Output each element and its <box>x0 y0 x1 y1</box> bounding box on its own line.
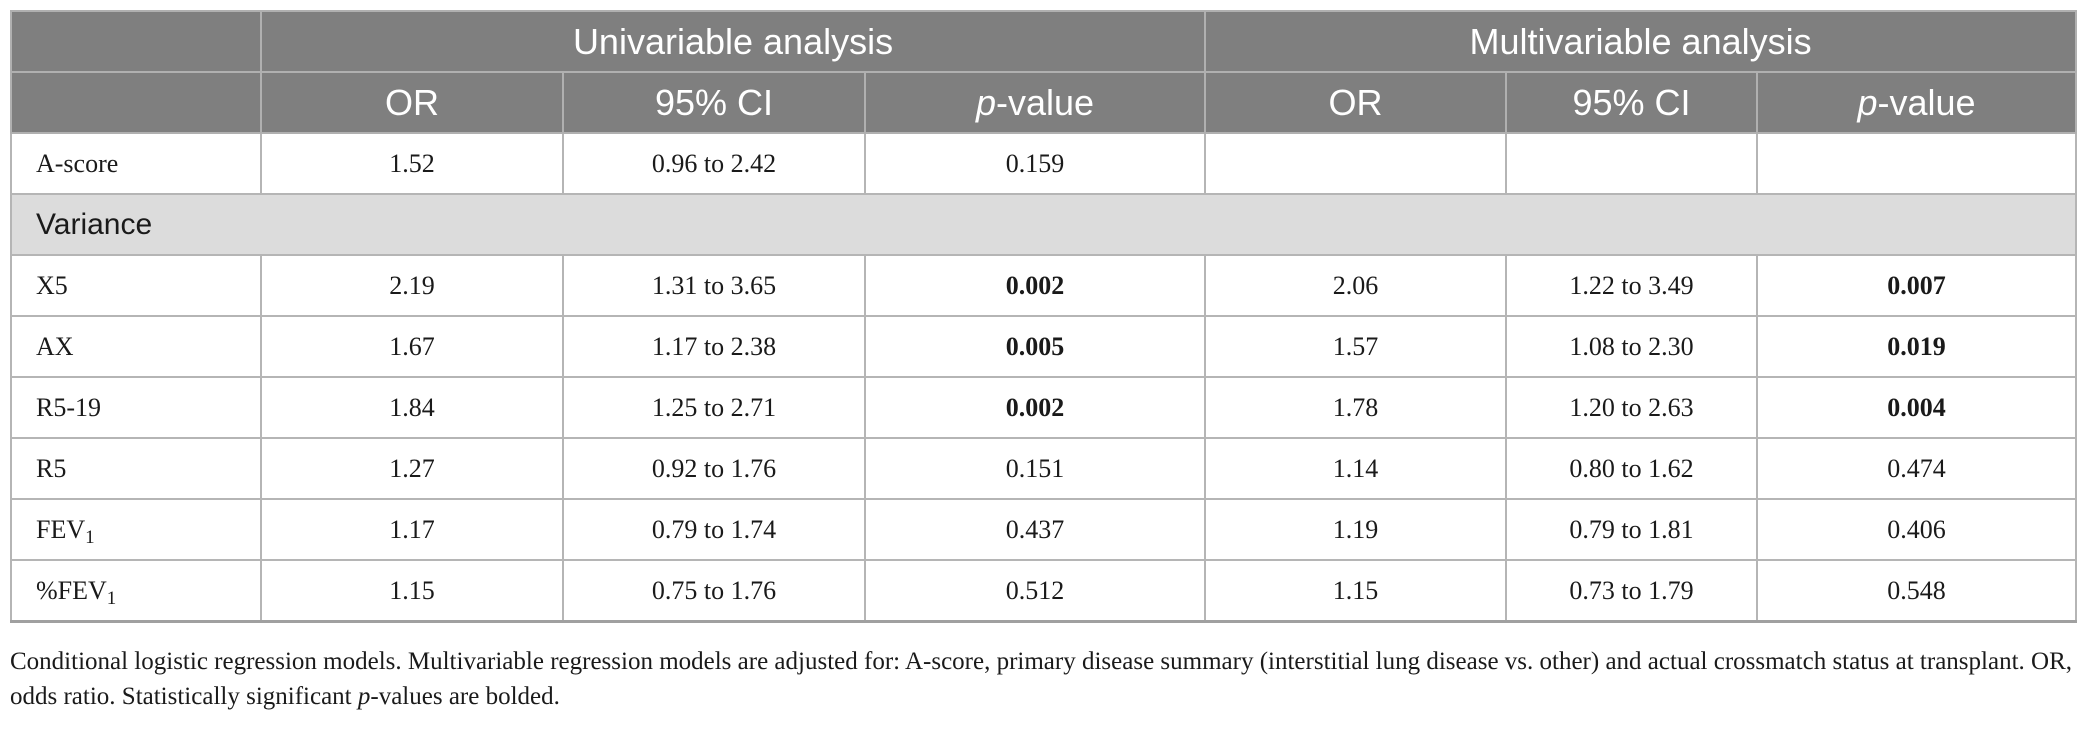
multi-p-cell: 0.019 <box>1756 315 2078 378</box>
uni-p-cell: 0.002 <box>863 376 1207 439</box>
uni-p-cell: 0.512 <box>863 559 1207 623</box>
multi-p-cell: 0.406 <box>1756 498 2078 561</box>
multi-or-cell <box>1204 132 1508 195</box>
row-label: R5-19 <box>10 376 262 439</box>
header-blank-cell <box>10 71 262 134</box>
section-label: Variance <box>9 193 2078 256</box>
uni-ci-cell: 1.31 to 3.65 <box>562 254 866 317</box>
multi-or-cell: 2.06 <box>1204 254 1508 317</box>
uni-p-cell: 0.159 <box>863 132 1207 195</box>
uni-or-cell: 2.19 <box>260 254 564 317</box>
multi-p-cell <box>1756 132 2078 195</box>
multi-p-cell: 0.474 <box>1756 437 2078 500</box>
multi-or-cell: 1.15 <box>1204 559 1508 623</box>
footnote-text-3: -values are bolded. <box>370 683 560 710</box>
header-row-columns: OR 95% CI p-value OR 95% CI p-value <box>10 71 2078 134</box>
table-row: R5-19 1.84 1.25 to 2.71 0.002 1.78 1.20 … <box>10 376 2078 439</box>
uni-ci-cell: 1.17 to 2.38 <box>562 315 866 378</box>
table-row: X5 2.19 1.31 to 3.65 0.002 2.06 1.22 to … <box>10 254 2078 317</box>
multi-ci-cell: 1.08 to 2.30 <box>1505 315 1759 378</box>
table-row-a-score: A-score 1.52 0.96 to 2.42 0.159 <box>10 132 2078 195</box>
uni-p-cell: 0.002 <box>863 254 1207 317</box>
multi-ci-cell: 0.79 to 1.81 <box>1505 498 1759 561</box>
section-row-variance: Variance <box>9 193 2078 256</box>
row-label: %FEV1 <box>10 559 262 623</box>
header-multi-p: p-value <box>1756 71 2078 134</box>
uni-or-cell: 1.67 <box>260 315 564 378</box>
header-univariable: Univariable analysis <box>259 10 1207 73</box>
uni-p-cell: 0.151 <box>863 437 1207 500</box>
table-row: %FEV1 1.15 0.75 to 1.76 0.512 1.15 0.73 … <box>10 559 2078 623</box>
header-p-rest: -value <box>1877 81 1976 123</box>
multi-ci-cell: 1.22 to 3.49 <box>1505 254 1759 317</box>
uni-p-cell: 0.005 <box>863 315 1207 378</box>
header-p-italic: p <box>1857 81 1878 123</box>
table-row: R5 1.27 0.92 to 1.76 0.151 1.14 0.80 to … <box>10 437 2078 500</box>
row-label: FEV1 <box>10 498 262 561</box>
regression-table: Univariable analysis Multivariable analy… <box>9 10 2078 623</box>
header-p-rest: -value <box>996 81 1095 123</box>
footnote-p-italic: p <box>357 683 371 710</box>
multi-ci-cell: 0.73 to 1.79 <box>1505 559 1759 623</box>
multi-ci-cell: 0.80 to 1.62 <box>1505 437 1759 500</box>
table-row: AX 1.67 1.17 to 2.38 0.005 1.57 1.08 to … <box>10 315 2078 378</box>
multi-or-cell: 1.78 <box>1204 376 1508 439</box>
uni-ci-cell: 0.75 to 1.76 <box>562 559 866 623</box>
row-label-subscript: 1 <box>85 526 95 548</box>
row-label-text: FEV <box>36 514 86 544</box>
uni-ci-cell: 1.25 to 2.71 <box>562 376 866 439</box>
row-label: R5 <box>10 437 262 500</box>
uni-or-cell: 1.27 <box>260 437 564 500</box>
header-uni-or: OR <box>260 71 564 134</box>
row-label: A-score <box>10 132 262 195</box>
header-multivariable: Multivariable analysis <box>1204 10 2078 73</box>
table-row: FEV1 1.17 0.79 to 1.74 0.437 1.19 0.79 t… <box>10 498 2078 561</box>
multi-or-cell: 1.57 <box>1204 315 1508 378</box>
uni-or-cell: 1.17 <box>260 498 564 561</box>
row-label: X5 <box>10 254 262 317</box>
multi-or-cell: 1.14 <box>1204 437 1508 500</box>
multi-or-cell: 1.19 <box>1204 498 1508 561</box>
uni-ci-cell: 0.92 to 1.76 <box>562 437 866 500</box>
header-p-italic: p <box>975 81 996 123</box>
header-row-groups: Univariable analysis Multivariable analy… <box>10 10 2078 73</box>
multi-ci-cell: 1.20 to 2.63 <box>1505 376 1759 439</box>
row-label: AX <box>10 315 262 378</box>
uni-ci-cell: 0.96 to 2.42 <box>562 132 866 195</box>
multi-p-cell: 0.007 <box>1756 254 2078 317</box>
footnote-text-1: Conditional logistic regression models. … <box>10 648 2072 710</box>
header-multi-ci: 95% CI <box>1505 71 1759 134</box>
table-footnote: Conditional logistic regression models. … <box>10 644 2075 714</box>
uni-or-cell: 1.15 <box>260 559 564 623</box>
multi-ci-cell <box>1505 132 1759 195</box>
header-blank-cell <box>10 10 262 73</box>
results-table-container: Univariable analysis Multivariable analy… <box>9 10 2078 623</box>
row-label-text: %FEV <box>36 575 107 605</box>
multi-p-cell: 0.004 <box>1756 376 2078 439</box>
uni-p-cell: 0.437 <box>863 498 1207 561</box>
uni-or-cell: 1.84 <box>260 376 564 439</box>
header-uni-ci: 95% CI <box>562 71 866 134</box>
row-label-subscript: 1 <box>106 587 117 609</box>
multi-p-cell: 0.548 <box>1756 559 2078 623</box>
header-multi-or: OR <box>1204 71 1508 134</box>
uni-or-cell: 1.52 <box>260 132 564 195</box>
uni-ci-cell: 0.79 to 1.74 <box>562 498 866 561</box>
header-uni-p: p-value <box>863 71 1207 134</box>
